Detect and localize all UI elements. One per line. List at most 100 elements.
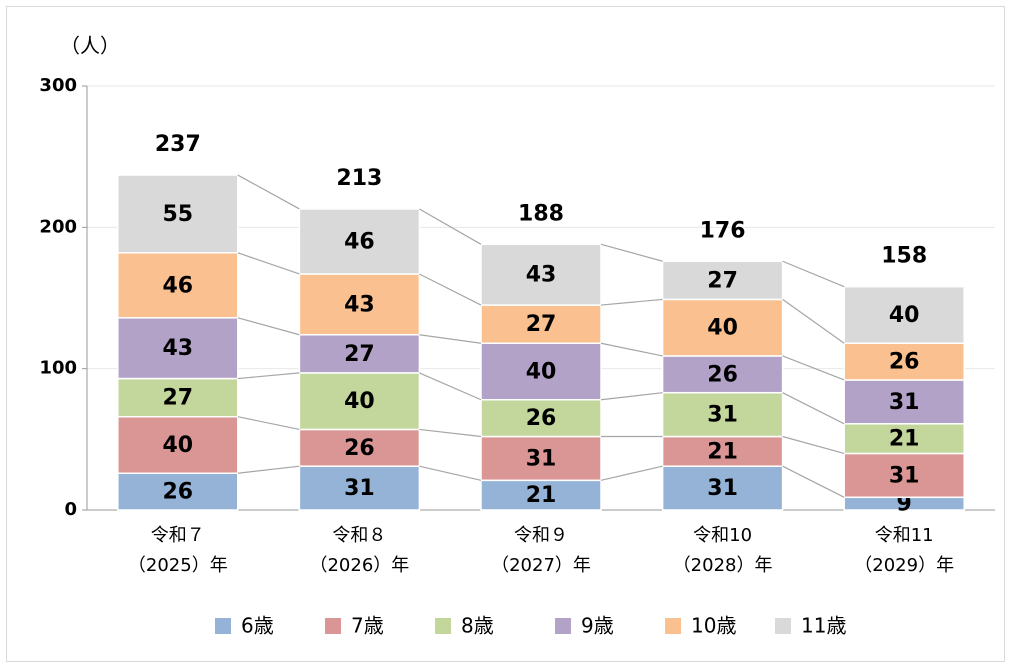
value-label: 40 [526, 359, 557, 384]
series-line [782, 298, 845, 344]
bar-segment [298, 428, 421, 467]
bar-segment [480, 243, 602, 306]
value-label: 40 [889, 303, 920, 328]
total-label: 188 [518, 201, 564, 226]
bar-segment [843, 342, 965, 381]
total-label: 213 [336, 166, 382, 191]
x-tick-label: （2025）年 [128, 555, 228, 576]
y-tick-label: 300 [39, 75, 77, 96]
value-label: 31 [889, 390, 920, 415]
legend-label: 8歳 [461, 614, 494, 638]
series-line [237, 465, 300, 474]
bar-segment [843, 379, 965, 425]
series-line [419, 273, 482, 306]
x-tick-label: （2028）年 [673, 555, 773, 576]
series-line [419, 428, 482, 438]
series-line [237, 252, 300, 275]
series-line [600, 342, 663, 357]
legend-label: 9歳 [581, 614, 614, 638]
x-tick-label: （2026）年 [309, 555, 409, 576]
bar-segment [661, 465, 784, 511]
series-line [237, 317, 300, 336]
x-tick-label: 令和７ [151, 525, 205, 546]
x-tick-label: 令和11 [875, 525, 934, 546]
series-line [419, 334, 482, 344]
bar-segment [298, 465, 421, 511]
series-line [600, 465, 663, 481]
bar-segment [117, 472, 239, 511]
bar-segment [480, 342, 602, 401]
value-label: 55 [162, 202, 193, 227]
x-tick-label: 令和９ [514, 525, 568, 546]
series-line [600, 298, 663, 306]
series-line [782, 392, 845, 425]
value-label: 43 [344, 292, 375, 317]
series-line [782, 260, 845, 288]
value-label: 31 [344, 476, 375, 501]
bar-segment [298, 208, 421, 275]
value-label: 43 [526, 263, 557, 288]
value-label: 40 [344, 389, 375, 414]
legend-swatch [775, 618, 791, 634]
bar-segment [480, 304, 602, 344]
series-line [419, 465, 482, 481]
y-axis-label: （人） [60, 34, 120, 58]
bar-segment [661, 391, 784, 438]
value-label: 31 [707, 476, 738, 501]
value-label: 27 [344, 342, 375, 367]
bar-segment [661, 298, 784, 357]
bar-segment [117, 252, 239, 319]
total-label: 237 [155, 132, 201, 157]
bar-segment [298, 273, 421, 336]
value-label: 21 [526, 483, 557, 508]
bar-segment [480, 435, 602, 482]
bar-segment [117, 317, 239, 380]
legend-swatch [665, 618, 681, 634]
value-label: 27 [707, 268, 738, 293]
series-line [237, 372, 300, 380]
value-label: 26 [162, 480, 193, 505]
legend-label: 10歳 [691, 614, 736, 638]
x-tick-label: （2027）年 [491, 555, 591, 576]
legend-swatch [435, 618, 451, 634]
y-tick-label: 200 [39, 216, 77, 237]
series-line [782, 355, 845, 381]
legend-swatch [555, 618, 571, 634]
x-tick-label: 令和10 [693, 525, 752, 546]
series-line [600, 392, 663, 401]
series-line [419, 208, 482, 245]
value-label: 27 [162, 386, 193, 411]
value-label: 46 [162, 273, 193, 298]
value-label: 31 [526, 446, 557, 471]
series-line [782, 465, 845, 498]
x-tick-label: （2029）年 [854, 555, 954, 576]
value-label: 31 [889, 463, 920, 488]
bar-segment [661, 260, 784, 301]
total-label: 176 [700, 218, 746, 243]
value-label: 21 [707, 439, 738, 464]
series-line [237, 174, 300, 210]
legend-label: 6歳 [241, 614, 274, 638]
series-line [419, 372, 482, 401]
legend-swatch [325, 618, 341, 634]
value-label: 26 [889, 350, 920, 375]
legend-label: 11歳 [801, 614, 846, 638]
value-label: 43 [162, 336, 193, 361]
value-label: 46 [344, 229, 375, 254]
bar-segment [480, 479, 602, 511]
y-tick-label: 100 [39, 358, 77, 379]
value-label: 40 [162, 433, 193, 458]
value-label: 21 [889, 427, 920, 452]
x-tick-label: 令和８ [332, 525, 386, 546]
bar-segment [843, 285, 965, 344]
legend-label: 7歳 [351, 614, 384, 638]
bar-segment [117, 377, 239, 418]
y-tick-label: 0 [64, 499, 77, 520]
bar-segment [843, 452, 965, 499]
series-line [600, 243, 663, 262]
bar-segment [480, 399, 602, 438]
value-label: 27 [526, 312, 557, 337]
total-label: 158 [881, 244, 927, 269]
value-label: 26 [707, 362, 738, 387]
